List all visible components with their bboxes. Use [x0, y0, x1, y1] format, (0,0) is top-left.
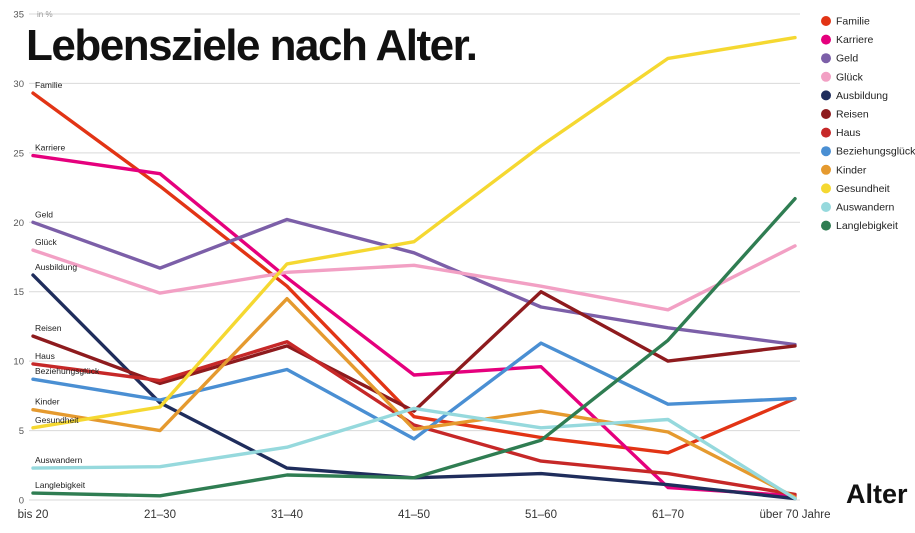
legend-item-beziehungsglueck: Beziehungsglück — [821, 146, 915, 158]
legend-item-geld: Geld — [821, 53, 858, 65]
legend-dot-langlebigkeit — [821, 220, 831, 231]
legend-item-kinder: Kinder — [821, 164, 867, 176]
legend-item-langlebigkeit: Langlebigkeit — [821, 220, 898, 232]
y-axis-unit-label: in % — [37, 10, 53, 19]
legend-item-glueck: Glück — [821, 71, 864, 83]
series-line-haus — [31, 340, 797, 497]
legend-label-gesundheit: Gesundheit — [836, 183, 890, 195]
series-start-labels-layer: Familie Karriere Geld Glück Ausbildung Reisen… — [35, 80, 100, 490]
legend-item-karriere: Karriere — [821, 34, 874, 46]
series-line-auswandern — [31, 406, 797, 501]
page-title: Lebensziele nach Alter. — [26, 21, 478, 70]
y-tick-label: 0 — [19, 496, 24, 507]
legend-item-gesundheit: Gesundheit — [821, 183, 890, 195]
legend-item-familie: Familie — [821, 16, 870, 28]
x-axis-label: über 70 Jahre — [760, 509, 831, 521]
y-tick-label: 25 — [13, 148, 24, 159]
series-line-reisen — [31, 290, 797, 413]
legend: Familie Karriere Geld Glück Ausbildung Reisen… — [821, 16, 915, 232]
legend-dot-glueck — [821, 71, 831, 82]
series-start-label-ausbildung: Ausbildung — [35, 262, 77, 272]
series-line-kinder — [31, 297, 797, 499]
y-tick-label: 35 — [13, 10, 24, 21]
series-start-label-reisen: Reisen — [35, 323, 62, 333]
legend-label-kinder: Kinder — [836, 164, 867, 176]
legend-dot-ausbildung — [821, 90, 831, 101]
series-start-label-familie: Familie — [35, 80, 63, 90]
series-line-langlebigkeit — [31, 196, 797, 498]
series-lines-layer — [31, 35, 797, 501]
y-tick-label: 20 — [13, 218, 24, 229]
legend-item-ausbildung: Ausbildung — [821, 90, 888, 102]
legend-dot-geld — [821, 53, 831, 64]
y-tick-label: 5 — [19, 426, 24, 437]
series-start-label-gesundheit: Gesundheit — [35, 415, 79, 425]
legend-dot-beziehungsglueck — [821, 146, 831, 157]
x-axis-label: 31–40 — [271, 509, 303, 521]
series-line-geld — [31, 217, 797, 347]
y-tick-label: 30 — [13, 79, 24, 90]
x-axis-label: 61–70 — [652, 509, 684, 521]
y-axis-tick-labels: 0 5 10 15 20 25 30 35 — [13, 10, 24, 507]
legend-label-geld: Geld — [836, 53, 858, 65]
legend-label-familie: Familie — [836, 16, 870, 28]
legend-item-reisen: Reisen — [821, 109, 869, 121]
legend-dot-familie — [821, 16, 831, 26]
series-start-label-haus: Haus — [35, 351, 55, 361]
series-line-familie — [31, 91, 797, 455]
series-line-gesundheit — [31, 35, 797, 430]
legend-label-reisen: Reisen — [836, 109, 869, 121]
legend-dot-reisen — [821, 109, 831, 119]
x-axis-label: 41–50 — [398, 509, 430, 521]
series-start-label-beziehungsglueck: Beziehungsglück — [35, 366, 100, 376]
legend-dot-haus — [821, 127, 831, 138]
x-axis-label: 51–60 — [525, 509, 557, 521]
y-tick-label: 15 — [13, 287, 24, 298]
x-axis-labels-layer: bis 20 21–30 31–40 41–50 51–60 61–70 über 70 J… — [18, 509, 831, 521]
legend-label-ausbildung: Ausbildung — [836, 90, 888, 102]
series-start-label-karriere: Karriere — [35, 143, 66, 153]
legend-label-haus: Haus — [836, 127, 861, 139]
legend-label-auswandern: Auswandern — [836, 202, 895, 214]
series-start-label-glueck: Glück — [35, 237, 57, 247]
series-line-beziehungsglueck — [31, 341, 797, 441]
legend-label-beziehungsglueck: Beziehungsglück — [836, 146, 915, 158]
y-tick-label: 10 — [13, 357, 24, 368]
legend-item-haus: Haus — [821, 127, 861, 139]
x-axis-label: 21–30 — [144, 509, 176, 521]
legend-label-langlebigkeit: Langlebigkeit — [836, 220, 898, 232]
legend-label-karriere: Karriere — [836, 34, 874, 46]
series-start-label-geld: Geld — [35, 209, 53, 219]
series-start-label-langlebigkeit: Langlebigkeit — [35, 480, 86, 490]
x-axis-label: bis 20 — [18, 509, 49, 521]
legend-item-auswandern: Auswandern — [821, 202, 895, 214]
x-axis-title: Alter — [846, 479, 908, 509]
legend-dot-auswandern — [821, 202, 831, 212]
series-start-label-auswandern: Auswandern — [35, 455, 83, 465]
series-start-label-kinder: Kinder — [35, 397, 60, 407]
series-line-glueck — [31, 244, 797, 312]
series-line-ausbildung — [31, 273, 797, 501]
legend-label-glueck: Glück — [836, 71, 864, 83]
legend-dot-karriere — [821, 34, 831, 45]
legend-dot-kinder — [821, 164, 831, 175]
legend-dot-gesundheit — [821, 183, 831, 194]
series-line-karriere — [31, 153, 797, 498]
